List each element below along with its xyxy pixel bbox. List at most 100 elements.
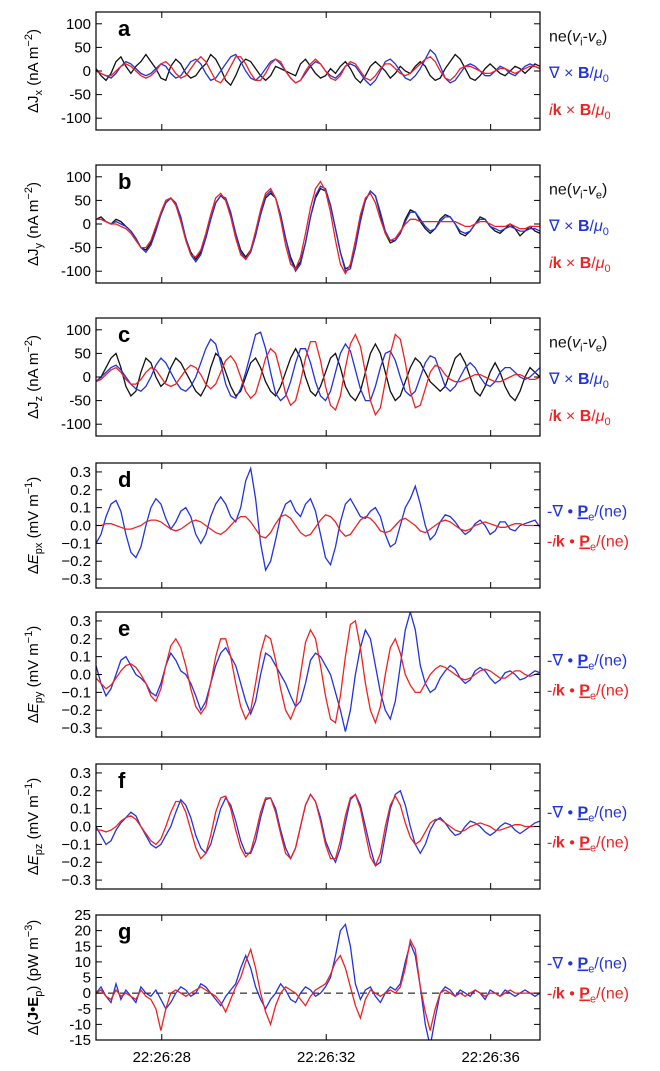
y-axis-label: ΔEpx (mV m−1) [23,477,45,575]
y-tick-label: 0.0 [70,667,91,684]
panel-label: d [118,467,131,492]
panel-d: −0.3−0.2−0.10.00.10.20.3 d ΔEpx (mV m−1) -∇… [23,462,629,589]
y-tick-label: -5 [78,1001,91,1018]
panel-e: −0.3−0.2−0.10.00.10.20.3 e ΔEpy (mV m−1) -∇… [23,611,629,738]
legend-entry-black: ne(vi-ve) [549,182,607,202]
series-line-blue [96,465,540,572]
series-line-red [96,938,540,1031]
y-tick-label: -100 [61,263,91,280]
y-tick-label: −0.1 [61,535,91,552]
y-axis-label: ΔJz (nA m−2) [23,335,45,419]
y-tick-label: −0.3 [61,720,91,737]
y-tick-label: 0.0 [70,518,91,535]
series-line-blue [96,612,540,732]
plot-frame [95,164,541,284]
y-tick-label: 15 [74,938,91,955]
y-tick-label: 50 [74,39,91,56]
y-axis-label: ΔJy (nA m−2) [23,182,45,266]
series-line-red [96,332,540,417]
y-tick-label: 100 [66,322,91,339]
series-line-blue [96,185,540,273]
y-tick-label: -10 [69,1016,91,1033]
series-line-blue [96,789,540,867]
series-line-red [96,793,540,868]
series-line-red [96,619,540,725]
y-tick-label: −0.3 [61,571,91,588]
y-tick-label: 50 [74,345,91,362]
plot-frame [95,11,541,131]
y-tick-label: -50 [69,240,91,257]
y-tick-label: 20 [74,923,91,940]
y-tick-label: 0.1 [70,801,91,818]
y-axis-label: Δ(J•Ep) (pW m−3) [23,920,45,1036]
legend-entry-black: ne(vi-ve) [549,335,607,355]
plot-frame [95,763,541,890]
legend-entry-red: -ik • Pe/(ne) [547,986,629,1006]
legend-entry-blue: -∇ • Pe/(ne) [547,956,627,976]
y-tick-label: 0 [83,63,91,80]
legend-entry-red: -ik • Pe/(ne) [547,683,629,703]
y-tick-label: 100 [66,169,91,186]
y-tick-label: -100 [61,110,91,127]
y-tick-label: -15 [69,1032,91,1049]
series-line-red [96,180,540,275]
y-tick-label: 0.1 [70,500,91,517]
legend-entry-blue: -∇ • Pe/(ne) [547,805,627,825]
panel-a: -100 -50 0 50 100 a ΔJx (nA m−2) ne(vi-ve) ∇ × B… [23,11,611,131]
y-tick-label: 25 [74,907,91,924]
panel-label: f [118,768,126,793]
legend-entry-red: -ik • Pe/(ne) [547,534,629,554]
y-tick-label: -100 [61,416,91,433]
series-line-red [96,55,540,84]
legend-entry-blue: ∇ × B/μ0 [548,371,609,391]
y-tick-label: 0.3 [70,765,91,782]
y-tick-label: −0.2 [61,702,91,719]
legend-entry-red: ik × B/μ0 [549,102,611,122]
y-tick-label: −0.3 [61,872,91,889]
y-tick-label: 50 [74,192,91,209]
legend-entry-red: ik × B/μ0 [549,408,611,428]
legend-entry-black: ne(vi-ve) [549,29,607,49]
legend-entry-blue: -∇ • Pe/(ne) [547,504,627,524]
x-tick-label: 22:26:36 [461,1049,519,1066]
y-axis-label: ΔJx (nA m−2) [23,29,45,113]
panel-b: -100 -50 0 50 100 b ΔJy (nA m−2) ne(vi-ve) ∇ × B… [23,164,611,284]
y-tick-label: −0.1 [61,684,91,701]
x-tick-label: 22:26:32 [297,1049,355,1066]
y-tick-label: -50 [69,393,91,410]
panel-label: b [118,169,131,194]
y-tick-label: 10 [74,954,91,971]
panel-label: e [118,616,130,641]
y-tick-label: 0.2 [70,631,91,648]
series-line-black [96,187,540,271]
series-line-blue [96,331,540,402]
y-tick-label: −0.1 [61,836,91,853]
y-tick-label: 0.2 [70,783,91,800]
legend-entry-blue: -∇ • Pe/(ne) [547,653,627,673]
y-tick-label: 0 [83,985,91,1002]
y-tick-label: 0 [83,216,91,233]
y-axis-label: ΔEpz (mV m−1) [23,778,45,876]
y-tick-label: 0.0 [70,819,91,836]
y-tick-label: 0.3 [70,464,91,481]
y-tick-label: -50 [69,87,91,104]
y-tick-label: 0.2 [70,482,91,499]
y-tick-label: 0.3 [70,613,91,630]
legend-entry-red: ik × B/μ0 [549,255,611,275]
panel-label: c [118,322,130,347]
plot-frame [95,317,541,437]
y-tick-label: −0.2 [61,553,91,570]
panel-c: -100 -50 0 50 100 c ΔJz (nA m−2) ne(vi-ve) ∇ × B… [23,317,611,437]
series-line-black [96,53,540,87]
y-tick-label: 0 [83,369,91,386]
panel-f: −0.3−0.2−0.10.00.10.20.3 f ΔEpz (mV m−1) -∇… [23,763,629,890]
y-tick-label: 100 [66,16,91,33]
series-line-red [96,514,540,539]
panel-label: g [118,919,131,944]
y-tick-label: 5 [83,970,91,987]
legend-entry-blue: ∇ × B/μ0 [548,218,609,238]
legend-entry-blue: ∇ × B/μ0 [548,65,609,85]
y-tick-label: 0.1 [70,649,91,666]
